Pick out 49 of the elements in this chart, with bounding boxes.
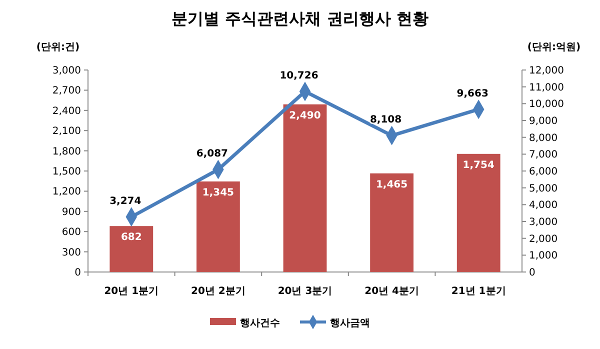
y2-tick-label: 8,000 (529, 132, 558, 144)
y2-tick-label: 12,000 (529, 66, 564, 76)
x-tick-label: 21년 1분기 (451, 286, 506, 297)
y-tick-label: 1,500 (52, 166, 81, 178)
y-tick-label: 900 (62, 206, 81, 218)
y-tick-label: 2,400 (52, 106, 81, 117)
bar (283, 104, 327, 272)
y-axis-title: (단위:건) (36, 42, 80, 53)
y-tick-label: 0 (74, 268, 81, 278)
y2-tick-label: 7,000 (529, 150, 558, 161)
y2-tick-label: 2,000 (529, 234, 558, 245)
data-label: 3,274 (110, 196, 142, 207)
y-tick-label: 1,800 (52, 146, 81, 158)
y2-tick-label: 11,000 (529, 82, 564, 94)
x-tick-label: 20년 1분기 (104, 286, 159, 297)
x-tick-label: 20년 3분기 (278, 286, 332, 297)
y-tick-label: 1,200 (52, 186, 81, 198)
data-label: 8,108 (370, 114, 402, 126)
legend-label: 행사금액 (330, 318, 370, 329)
y-tick-label: 3,000 (52, 66, 81, 76)
data-label: 6,087 (196, 148, 228, 160)
data-label: 9,663 (456, 88, 488, 100)
bar (456, 154, 500, 272)
y2-axis-title: (단위:억원) (527, 42, 581, 53)
y2-tick-label: 5,000 (529, 183, 558, 194)
data-label: 10,726 (280, 70, 318, 82)
y-tick-label: 300 (62, 247, 81, 258)
y-tick-label: 2,100 (52, 126, 81, 138)
y2-tick-label: 10,000 (529, 99, 564, 110)
y-tick-label: 600 (62, 227, 81, 238)
data-label: 1,754 (462, 160, 494, 171)
y2-tick-label: 1,000 (529, 250, 558, 262)
y2-tick-label: 3,000 (529, 217, 558, 228)
legend-label: 행사건수 (240, 318, 280, 329)
y2-tick-label: 9,000 (529, 116, 558, 127)
x-tick-label: 20년 4분기 (364, 286, 419, 297)
data-label: 682 (120, 232, 142, 244)
data-label: 1,345 (202, 187, 234, 198)
bar (110, 226, 154, 272)
y-tick-label: 2,700 (52, 86, 81, 97)
y2-tick-label: 6,000 (529, 166, 558, 178)
y2-tick-label: 0 (529, 268, 536, 278)
y2-tick-label: 4,000 (529, 200, 558, 212)
bar (370, 173, 414, 272)
data-label: 2,490 (289, 110, 321, 122)
data-label: 1,465 (376, 179, 408, 190)
chart-title: 분기별 주식관련사채 권리행사 현황 (172, 9, 428, 28)
x-tick-label: 20년 2분기 (191, 286, 246, 297)
bar (196, 181, 240, 272)
